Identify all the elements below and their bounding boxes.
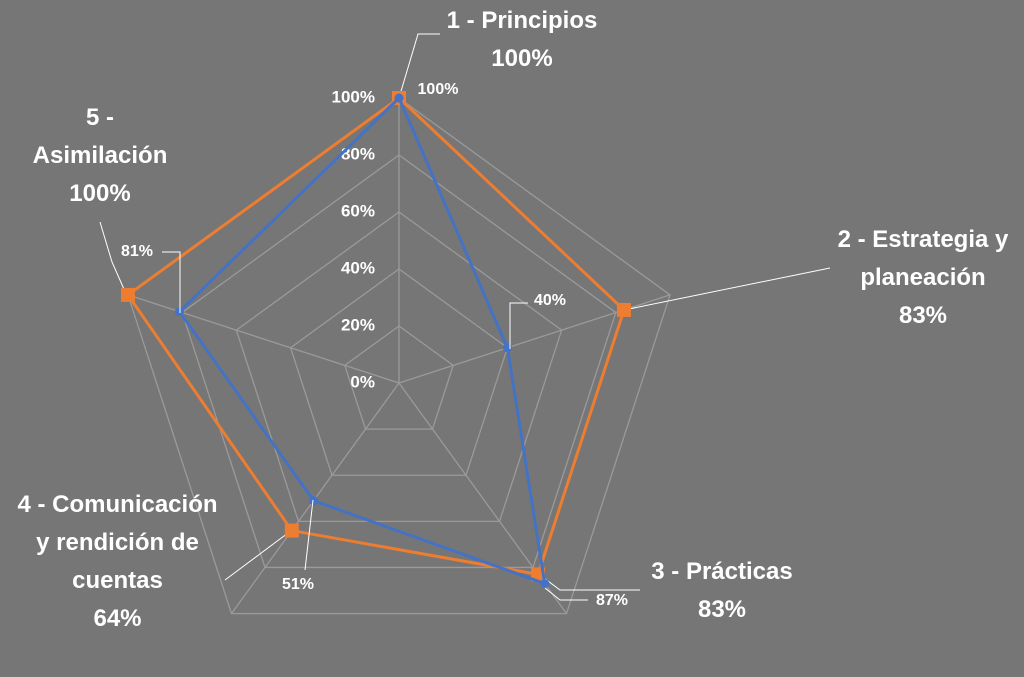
leader-line: [162, 251, 181, 313]
series-line: [177, 95, 547, 586]
data-label: 100%: [418, 81, 459, 98]
category-label: 4 - Comunicación y rendición de cuentas 6…: [15, 486, 220, 638]
data-label: 51%: [282, 576, 314, 593]
grid-ring: [344, 325, 454, 430]
category-value: 64%: [93, 605, 142, 632]
category-label: 5 - Asimilación 100%: [20, 99, 180, 213]
leader-line: [304, 499, 314, 571]
tick-label: 40%: [341, 258, 375, 277]
marker: [309, 496, 319, 506]
leader-line: [224, 529, 293, 581]
tick-label: 100%: [332, 87, 375, 106]
tick-label: 80%: [341, 144, 375, 163]
data-label: 81%: [121, 243, 153, 260]
category-label: 2 - Estrategia y planeación 83%: [828, 221, 1018, 335]
marker: [616, 302, 631, 317]
tick-label: 0%: [350, 372, 375, 391]
category-value: 83%: [697, 596, 747, 623]
category-name: 2 - Estrategia y planeación: [837, 226, 1009, 291]
series-line: [125, 96, 626, 577]
leader-line: [398, 33, 440, 99]
marker: [174, 307, 184, 317]
leader-line: [509, 302, 528, 349]
category-name: 4 - Comunicación y rendición de cuentas: [17, 491, 218, 594]
grid-ring: [181, 154, 617, 569]
tick-label: 20%: [341, 315, 375, 334]
data-label: 87%: [596, 592, 628, 609]
category-name: 1 - Principios: [446, 7, 598, 34]
marker: [394, 93, 404, 103]
category-value: 100%: [491, 45, 553, 72]
marker: [284, 523, 299, 538]
category-name: 3 - Prácticas: [651, 558, 793, 585]
marker: [502, 343, 512, 353]
marker: [540, 579, 550, 589]
spoke: [127, 294, 400, 384]
category-name: 5 - Asimilación: [32, 104, 168, 169]
category-label: 1 - Principios 100%: [412, 2, 632, 78]
leader-line: [99, 221, 128, 297]
leader-line: [544, 587, 588, 601]
grid-ring: [289, 268, 509, 476]
category-value: 83%: [898, 302, 948, 329]
marker: [120, 287, 135, 302]
leader-line: [623, 267, 831, 311]
category-label: 3 - Prácticas 83%: [622, 553, 822, 629]
tick-label: 60%: [341, 201, 375, 220]
grid-ring: [235, 211, 563, 522]
data-label: 40%: [534, 292, 566, 309]
category-value: 100%: [69, 180, 131, 207]
